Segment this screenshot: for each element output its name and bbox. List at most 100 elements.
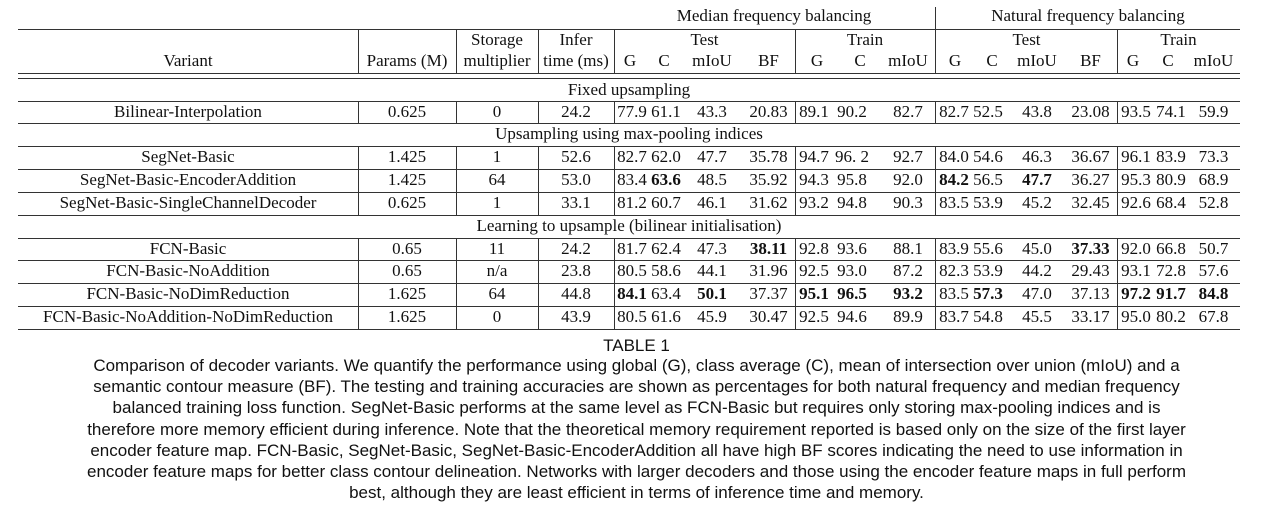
cell-params: 0.625 [387, 102, 427, 121]
cell-mtr-g: 93.2 [799, 193, 829, 212]
subheader-rule [614, 29, 1240, 30]
cell-ntr-g: 95.3 [1121, 170, 1151, 189]
cell-mtr-c: 94.6 [837, 307, 867, 326]
cell-ntr-g: 96.1 [1121, 147, 1151, 166]
cell-nt-miou: 45.5 [1022, 307, 1052, 326]
header-variant: Variant [163, 51, 213, 70]
cell-mtr-c: 90.2 [837, 102, 867, 121]
row-rule [18, 260, 1240, 261]
cell-nt-bf: 33.17 [1071, 307, 1110, 326]
cell-nt-miou: 44.2 [1022, 261, 1052, 280]
header-rule-1 [18, 73, 1240, 74]
cell-storage: 1 [492, 147, 502, 166]
col-divider [935, 238, 936, 329]
cell-nt-bf: 23.08 [1071, 102, 1110, 121]
cell-mt-c: 62.0 [651, 147, 681, 166]
cell-params: 0.625 [387, 193, 427, 212]
header-mt-bf: BF [758, 51, 779, 70]
cell-mt-bf: 35.78 [749, 147, 788, 166]
cell-storage: 11 [488, 239, 506, 258]
cell-mt-miou: 46.1 [697, 193, 727, 212]
cell-ntr-g: 97.2 [1121, 284, 1151, 303]
cell-mt-c: 62.4 [651, 239, 681, 258]
cell-nt-g: 83.7 [939, 307, 969, 326]
cell-mt-c: 61.1 [651, 102, 681, 121]
cell-params: 0.65 [392, 239, 422, 258]
caption-line: encoder feature maps for better class co… [87, 462, 1186, 482]
col-divider [456, 238, 457, 329]
cell-nt-miou: 43.8 [1022, 102, 1052, 121]
cell-nt-c: 54.8 [973, 307, 1003, 326]
col-divider [935, 29, 936, 73]
table-label: TABLE 1 [603, 336, 670, 355]
cell-ntr-g: 92.0 [1121, 239, 1151, 258]
cell-variant: SegNet-Basic [141, 147, 235, 166]
cell-mt-miou: 44.1 [697, 261, 727, 280]
cell-nt-g: 83.5 [939, 284, 969, 303]
cell-nt-bf: 36.27 [1071, 170, 1110, 189]
col-divider [795, 146, 796, 215]
caption-line: Comparison of decoder variants. We quant… [93, 356, 1180, 375]
cell-mtr-miou: 90.3 [893, 193, 923, 212]
cell-mt-g: 80.5 [617, 261, 647, 280]
col-divider [614, 101, 615, 123]
cell-nt-bf: 37.13 [1071, 284, 1110, 303]
cell-mtr-miou: 82.7 [893, 102, 923, 121]
col-divider [795, 101, 796, 123]
cell-variant: FCN-Basic-NoAddition-NoDimReduction [43, 307, 333, 326]
cell-mtr-c: 95.8 [837, 170, 867, 189]
col-divider [795, 29, 796, 73]
header-nt-c: C [986, 51, 998, 70]
row-rule [18, 306, 1240, 307]
cell-mtr-g: 95.1 [799, 284, 829, 303]
col-divider [358, 238, 359, 329]
cell-storage: 0 [492, 102, 502, 121]
col-divider [614, 29, 615, 73]
cell-mt-g: 84.1 [617, 284, 647, 303]
col-divider [1117, 238, 1118, 329]
cell-mtr-miou: 88.1 [893, 239, 923, 258]
cell-variant: Bilinear-Interpolation [114, 102, 262, 121]
cell-storage: 1 [492, 193, 502, 212]
cell-nt-c: 57.3 [973, 284, 1003, 303]
header-natural-train: Train [1160, 30, 1197, 49]
cell-storage: 0 [492, 307, 502, 326]
cell-mtr-miou: 92.0 [893, 170, 923, 189]
header-mt-g: G [623, 51, 637, 70]
row-rule [18, 101, 1240, 102]
cell-mtr-miou: 87.2 [893, 261, 923, 280]
header-median-test: Test [690, 30, 719, 49]
group-header-median: Median frequency balancing [676, 6, 872, 25]
cell-nt-miou: 47.0 [1022, 284, 1052, 303]
cell-infer: 24.2 [561, 102, 591, 121]
cell-ntr-c: 66.8 [1156, 239, 1186, 258]
cell-infer: 53.0 [561, 170, 591, 189]
cell-mt-g: 80.5 [617, 307, 647, 326]
cell-mtr-c: 93.0 [837, 261, 867, 280]
col-divider [358, 101, 359, 123]
cell-mt-bf: 20.83 [749, 102, 788, 121]
col-divider [456, 101, 457, 123]
cell-mt-c: 63.4 [651, 284, 681, 303]
col-divider [795, 238, 796, 329]
col-divider [614, 238, 615, 329]
header-mtr-g: G [810, 51, 824, 70]
header-mtr-miou: mIoU [888, 51, 928, 70]
header-median-train: Train [846, 30, 884, 49]
col-divider [1117, 101, 1118, 123]
cell-mt-bf: 35.92 [749, 170, 788, 189]
header-nt-bf: BF [1080, 51, 1101, 70]
cell-nt-c: 55.6 [973, 239, 1003, 258]
header-nt-miou: mIoU [1017, 51, 1057, 70]
cell-nt-bf: 36.67 [1071, 147, 1110, 166]
header-storage-line1: Storage [471, 30, 523, 49]
bottom-rule [18, 329, 1240, 330]
cell-mt-miou: 45.9 [697, 307, 727, 326]
cell-mt-miou: 43.3 [697, 102, 727, 121]
cell-nt-g: 83.5 [939, 193, 969, 212]
cell-mtr-miou: 89.9 [893, 307, 923, 326]
cell-mt-c: 58.6 [651, 261, 681, 280]
cell-mt-g: 81.7 [617, 239, 647, 258]
cell-storage: 64 [488, 284, 506, 303]
cell-ntr-c: 80.9 [1156, 170, 1186, 189]
